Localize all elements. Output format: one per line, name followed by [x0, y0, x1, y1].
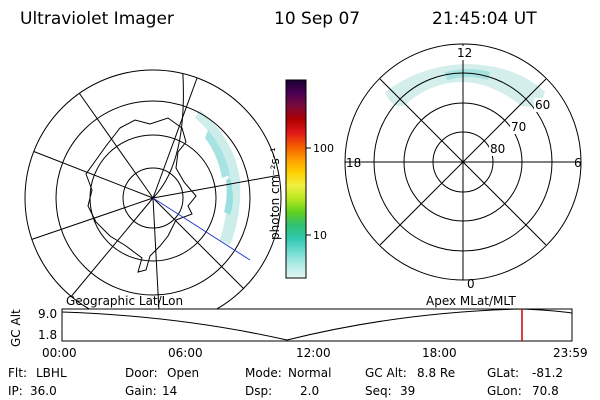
mlat-mlt-map: 12 18 6 0 60 70 80 [344, 43, 582, 291]
colorbar-label-100: 100 [313, 142, 334, 155]
status-dsp-value: 2.0 [300, 384, 319, 398]
status-panel: Flt: LBHL Door: Open Mode: Normal GC Alt… [8, 366, 563, 398]
mlt-label-6: 6 [574, 156, 582, 170]
mlat-label-70: 70 [511, 120, 526, 134]
header-time: 21:45:04 UT [432, 9, 537, 29]
time-tick-1800: 18:00 [422, 346, 457, 360]
geographic-map [25, 70, 281, 326]
right-panel-label: Apex MLat/MLT [426, 294, 516, 308]
altitude-tick-9: 9.0 [38, 307, 57, 321]
mlt-label-0: 0 [467, 277, 475, 291]
time-tick-1200: 12:00 [296, 346, 331, 360]
status-filter-value: LBHL [36, 366, 67, 380]
status-glat-value: -81.2 [532, 366, 563, 380]
longitude-lines [29, 70, 281, 326]
left-panel-label: Geographic Lat/Lon [66, 294, 183, 308]
status-gain-value: 14 [162, 384, 177, 398]
time-tick-0600: 06:00 [168, 346, 203, 360]
altitude-tick-1-8: 1.8 [38, 328, 57, 342]
status-mode-value: Normal [288, 366, 331, 380]
altitude-timeline: GC Alt 9.0 1.8 00:00 06:00 12:00 18:00 2… [9, 307, 588, 360]
auroral-emission-right [385, 64, 545, 107]
mlat-label-80: 80 [490, 142, 505, 156]
mlt-label-12: 12 [457, 46, 472, 60]
mlt-label-18: 18 [346, 156, 361, 170]
status-glon-value: 70.8 [532, 384, 559, 398]
status-glon-label: GLon: [487, 384, 522, 398]
mlat-label-bg-60 [534, 98, 552, 112]
time-tick-0000: 00:00 [42, 346, 77, 360]
colorbar-label-10: 10 [313, 229, 327, 242]
status-mode-label: Mode: [245, 366, 282, 380]
status-glat-label: GLat: [487, 366, 519, 380]
status-gcalt-value: 8.8 Re [417, 366, 455, 380]
colorbar-scale [285, 79, 307, 279]
altitude-axis-title: GC Alt [9, 309, 23, 347]
auroral-emission-left [195, 110, 241, 245]
status-door-label: Door: [125, 366, 158, 380]
instrument-title: Ultraviolet Imager [20, 9, 174, 29]
latitude-circles [25, 70, 281, 326]
altitude-plot-frame [61, 308, 573, 342]
mlt-label-bg-top [456, 46, 470, 60]
altitude-curve [61, 308, 573, 341]
status-gcalt-label: GC Alt: [365, 366, 407, 380]
sub-satellite-track [152, 197, 251, 261]
mlt-meridians [345, 44, 581, 280]
status-ip-label: IP: [8, 384, 23, 398]
status-dsp-label: Dsp: [245, 384, 272, 398]
mlat-label-bg-70 [510, 120, 528, 134]
status-filter-label: Flt: [8, 366, 27, 380]
colorbar-unit-label: photon cm⁻²s⁻¹ [268, 147, 282, 240]
colorbar: 100 10 photon cm⁻²s⁻¹ [268, 79, 334, 279]
status-ip-value: 36.0 [30, 384, 57, 398]
mlat-label-60: 60 [535, 98, 550, 112]
header-date: 10 Sep 07 [274, 9, 360, 29]
antarctica-coastline [85, 117, 197, 273]
time-tick-2359: 23:59 [553, 346, 588, 360]
status-seq-value: 39 [400, 384, 415, 398]
auroral-emission-right-core [445, 69, 490, 80]
status-gain-label: Gain: [125, 384, 157, 398]
status-door-value: Open [167, 366, 199, 380]
mlat-label-bg-80 [489, 142, 507, 156]
status-seq-label: Seq: [365, 384, 392, 398]
